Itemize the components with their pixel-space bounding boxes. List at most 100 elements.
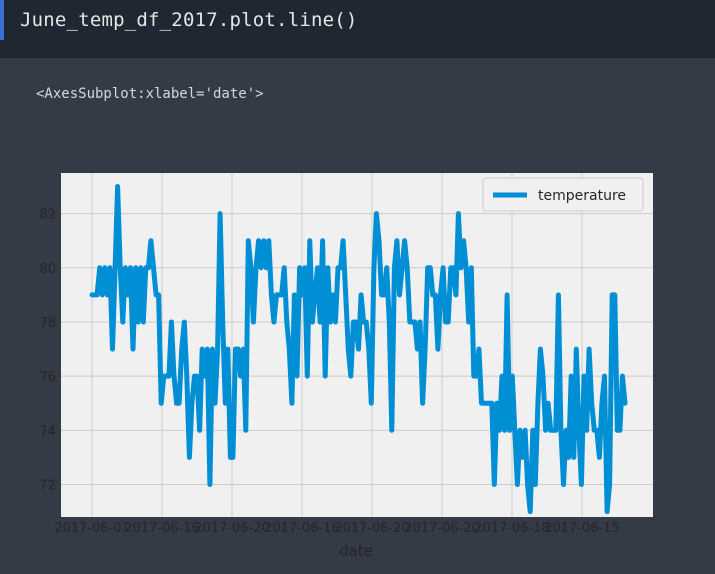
data-point — [111, 348, 114, 350]
data-point — [585, 429, 588, 432]
data-point — [596, 429, 598, 432]
data-point — [362, 321, 365, 323]
data-point — [457, 212, 460, 215]
data-point — [388, 321, 391, 323]
data-point — [590, 402, 593, 405]
data-point — [562, 483, 565, 486]
data-point — [501, 375, 503, 377]
data-point — [344, 294, 347, 296]
data-point — [365, 321, 368, 323]
data-point — [311, 321, 314, 323]
data-point — [286, 321, 288, 323]
data-point — [475, 375, 478, 377]
data-point — [170, 321, 173, 323]
data-point — [439, 294, 442, 296]
data-point — [324, 375, 327, 377]
data-point — [273, 321, 275, 323]
data-point — [255, 267, 257, 269]
legend-label: temperature — [538, 188, 626, 204]
data-point — [262, 239, 265, 242]
data-point — [465, 267, 467, 269]
data-point — [544, 429, 547, 432]
data-point — [303, 267, 306, 269]
data-point — [526, 483, 529, 486]
data-point — [521, 456, 524, 459]
data-point — [532, 429, 534, 432]
data-point — [175, 402, 178, 405]
data-point — [614, 294, 616, 296]
data-point — [473, 375, 475, 377]
data-point — [537, 402, 539, 405]
data-point — [578, 429, 580, 432]
data-point — [250, 267, 252, 269]
data-point — [191, 402, 193, 405]
data-point — [204, 375, 206, 377]
data-point — [298, 267, 301, 269]
data-point — [173, 375, 175, 377]
data-point — [368, 348, 370, 350]
data-point — [488, 402, 491, 405]
data-point — [608, 483, 611, 486]
data-point — [375, 212, 378, 215]
data-point — [296, 375, 298, 377]
data-point — [565, 429, 567, 432]
data-point — [403, 239, 406, 242]
code-line[interactable]: June_temp_df_2017.plot.line() — [20, 9, 358, 31]
active-cell-marker — [0, 0, 4, 40]
data-point — [516, 483, 519, 486]
data-point — [242, 348, 244, 350]
data-point — [252, 321, 255, 323]
data-point — [380, 294, 383, 296]
x-tick-label: 2017-06-20 — [404, 521, 480, 536]
data-point — [406, 267, 409, 269]
data-point — [450, 267, 452, 269]
data-point — [280, 294, 283, 296]
data-point — [452, 267, 455, 269]
data-point — [598, 456, 601, 459]
data-point — [401, 267, 403, 269]
data-point — [391, 429, 393, 432]
data-point — [293, 294, 296, 296]
data-point — [98, 267, 101, 269]
data-point — [137, 321, 139, 323]
data-point — [209, 483, 211, 486]
data-point — [385, 267, 388, 269]
x-tick-label: 2017-06-16 — [124, 521, 200, 536]
data-point — [150, 239, 152, 242]
data-point — [549, 429, 552, 432]
data-point — [234, 348, 237, 350]
data-point — [470, 267, 473, 269]
data-point — [552, 429, 555, 432]
data-point — [350, 375, 352, 377]
data-point — [514, 429, 516, 432]
legend-box — [482, 177, 644, 212]
y-tick-labels: 72 74 76 78 80 82 — [39, 208, 56, 494]
x-tick-label: 2017-06-20 — [194, 521, 270, 536]
data-point — [275, 294, 278, 296]
data-point — [122, 321, 124, 323]
data-point — [93, 294, 96, 296]
data-point — [155, 294, 157, 296]
data-point — [547, 402, 549, 405]
data-point — [555, 429, 557, 432]
data-point — [603, 375, 606, 377]
data-point — [557, 294, 560, 296]
data-point — [342, 239, 344, 242]
data-point — [601, 402, 603, 405]
data-point — [575, 348, 578, 350]
x-tick-label: 2017-06-16 — [264, 521, 340, 536]
data-point — [134, 267, 137, 269]
data-point — [129, 267, 132, 269]
data-point — [314, 294, 316, 296]
data-point — [247, 239, 250, 242]
data-point — [383, 294, 385, 296]
data-point — [421, 402, 424, 405]
data-point — [327, 267, 329, 269]
data-point — [378, 239, 380, 242]
data-point — [265, 267, 268, 269]
data-point — [355, 321, 357, 323]
code-input-cell[interactable]: June_temp_df_2017.plot.line() — [0, 0, 715, 58]
data-point — [491, 402, 493, 405]
y-tick-label: 80 — [39, 262, 56, 277]
data-point — [211, 348, 214, 350]
